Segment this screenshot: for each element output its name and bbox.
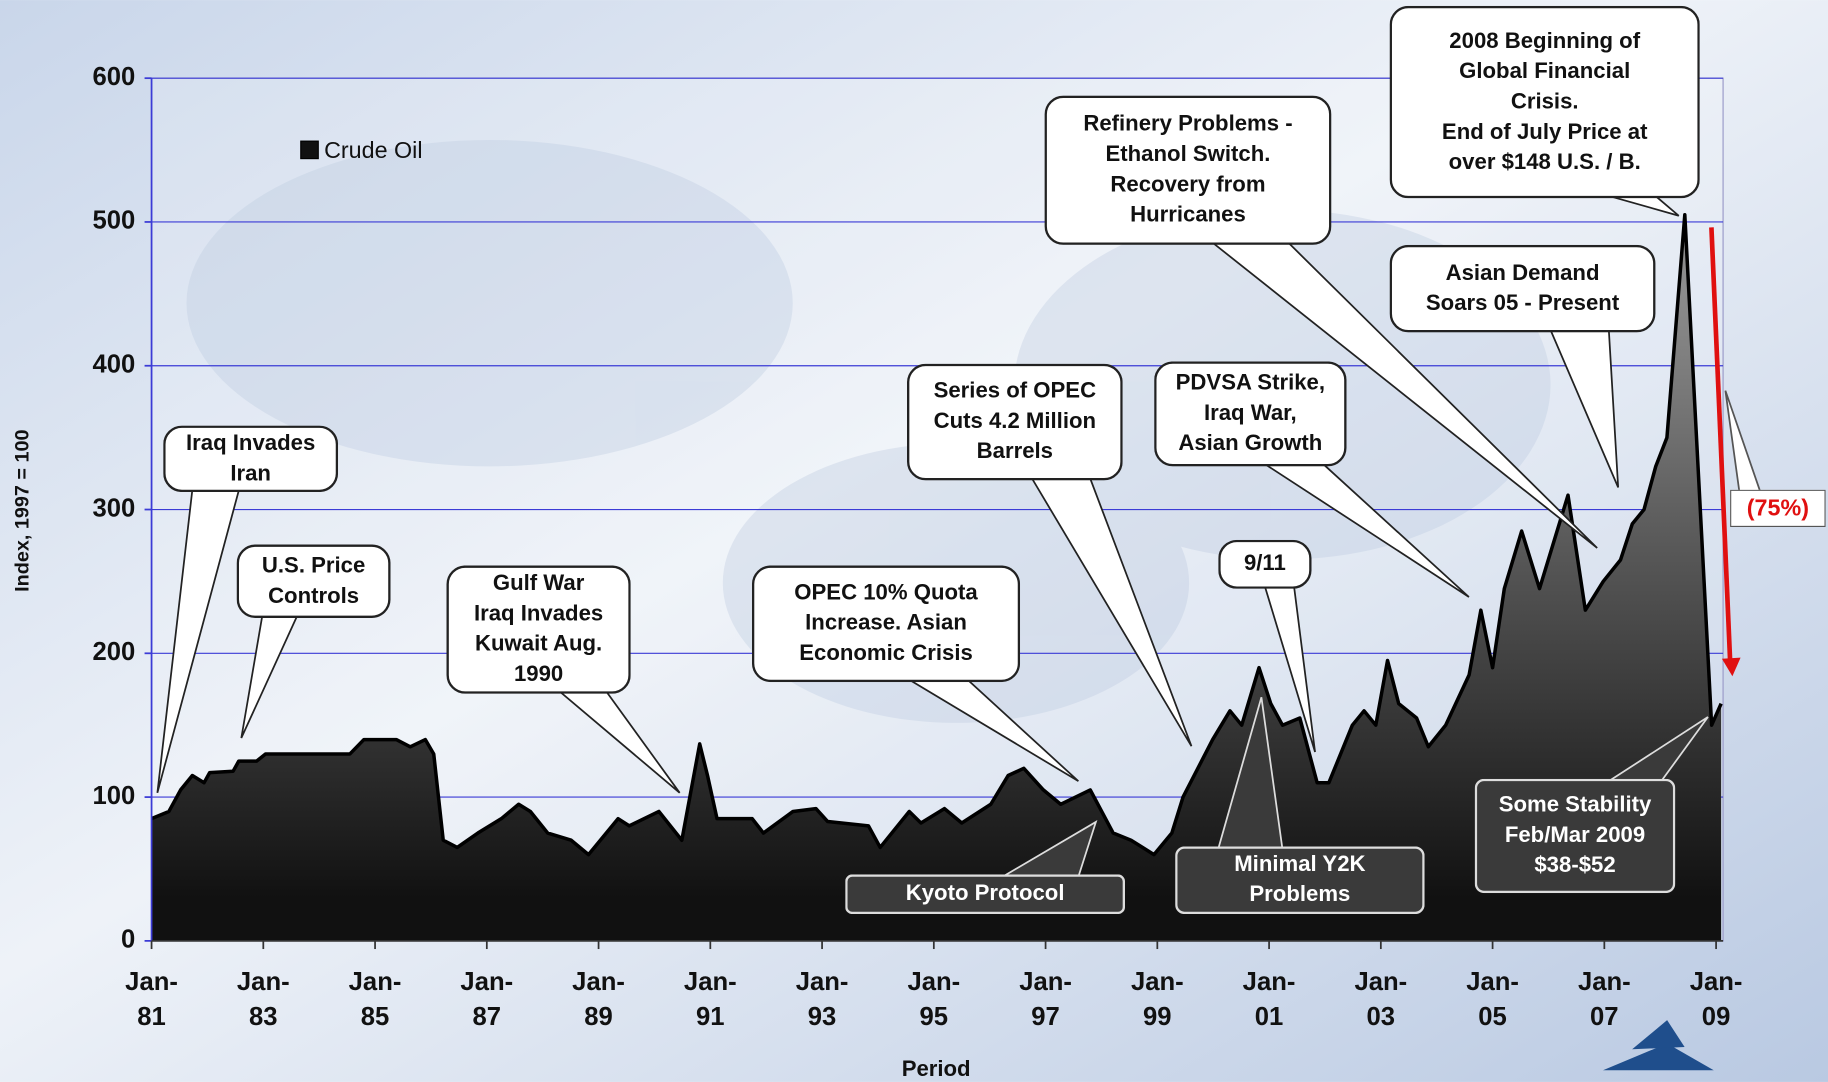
y-tick-label: 400 <box>92 351 135 379</box>
x-tick: Jan- 05 <box>1466 966 1519 1031</box>
decline-arrowhead <box>1721 657 1741 677</box>
x-tick-label: Jan- 93 <box>795 966 849 1031</box>
x-tick-label: Jan- 03 <box>1354 966 1408 1031</box>
area-line <box>150 213 1723 857</box>
x-tick: Jan- 95 <box>907 966 961 1031</box>
x-tick-label: Jan- 89 <box>572 966 625 1031</box>
x-tick: Jan- 97 <box>1019 966 1072 1031</box>
callout-text: Asian Demand Soars 05 - Present <box>1389 244 1656 333</box>
x-tick: Jan- 09 <box>1689 966 1743 1031</box>
x-tick-label: Jan- 05 <box>1466 966 1519 1031</box>
y-tick-label: 0 <box>121 926 135 954</box>
x-tick-label: Jan- 85 <box>348 966 402 1031</box>
callout: Asian Demand Soars 05 - Present <box>1389 244 1656 333</box>
logo-shape <box>1602 1043 1714 1071</box>
x-tick: Jan- 03 <box>1354 966 1408 1031</box>
x-tick: Jan- 01 <box>1242 966 1296 1031</box>
callout: 2008 Beginning of Global Financial Crisi… <box>1389 5 1700 199</box>
x-tick: Jan- 99 <box>1130 966 1184 1031</box>
x-tick-label: Jan- 95 <box>907 966 961 1031</box>
callout-text: Kyoto Protocol <box>845 874 1126 915</box>
x-tick: Jan- 93 <box>795 966 849 1031</box>
callout-text: Iraq Invades Iran <box>163 425 339 493</box>
logo <box>1602 1020 1714 1071</box>
callout: Iraq Invades Iran <box>163 425 339 493</box>
x-tick-label: Jan- 87 <box>460 966 514 1031</box>
callout-text: Refinery Problems - Ethanol Switch. Reco… <box>1044 95 1332 245</box>
x-tick: Jan- 87 <box>460 966 514 1031</box>
y-tick-label: 100 <box>92 782 135 810</box>
callout: (75%) <box>1730 489 1826 528</box>
logo-shape <box>1632 1020 1685 1050</box>
callout: 9/11 <box>1218 539 1312 589</box>
x-tick-label: Jan- 83 <box>236 966 290 1031</box>
callout: Series of OPEC Cuts 4.2 Million Barrels <box>907 363 1123 481</box>
y-axis-title: Index, 1997 = 100 <box>12 430 34 592</box>
legend-label: Crude Oil <box>324 137 422 163</box>
callout-text: Minimal Y2K Problems <box>1175 846 1425 915</box>
x-tick: Jan- 91 <box>683 966 737 1031</box>
callout-tails <box>156 195 1762 878</box>
x-tick-label: Jan- 91 <box>683 966 737 1031</box>
callout: OPEC 10% Quota Increase. Asian Economic … <box>751 565 1021 683</box>
x-tick-label: Jan- 01 <box>1242 966 1296 1031</box>
callout-text: OPEC 10% Quota Increase. Asian Economic … <box>751 565 1021 683</box>
y-tick-label: 500 <box>92 207 135 235</box>
callout-text: Series of OPEC Cuts 4.2 Million Barrels <box>907 363 1123 481</box>
callout: Gulf War Iraq Invades Kuwait Aug. 1990 <box>446 565 631 694</box>
callout-text: Gulf War Iraq Invades Kuwait Aug. 1990 <box>446 565 631 694</box>
callout-text: 9/11 <box>1218 539 1312 589</box>
x-tick: Jan- 83 <box>236 966 290 1031</box>
legend-swatch <box>300 140 319 160</box>
callout-text: (75%) <box>1730 489 1826 528</box>
decline-arrow <box>1709 227 1733 661</box>
callout: Some Stability Feb/Mar 2009 $38-$52 <box>1474 778 1676 894</box>
callout: PDVSA Strike, Iraq War, Asian Growth <box>1154 361 1347 467</box>
callout: U.S. Price Controls <box>236 544 391 618</box>
x-tick-label: Jan- 99 <box>1130 966 1184 1031</box>
callout-text: U.S. Price Controls <box>236 544 391 618</box>
callout-text: PDVSA Strike, Iraq War, Asian Growth <box>1154 361 1347 467</box>
callout-text: Some Stability Feb/Mar 2009 $38-$52 <box>1474 778 1676 894</box>
x-tick: Jan- 85 <box>348 966 402 1031</box>
x-tick-label: Jan- 09 <box>1689 966 1743 1031</box>
x-axis-title: Period <box>902 1056 971 1081</box>
x-tick-label: Jan- 07 <box>1577 966 1631 1031</box>
axes: 0 100 200 300 400 500 600 Jan- 81 Jan- 83 Jan- 85… <box>92 63 1743 1031</box>
callout: Kyoto Protocol <box>845 874 1126 915</box>
callout: Minimal Y2K Problems <box>1175 846 1425 915</box>
y-tick-label: 300 <box>92 494 135 522</box>
callout-text: 2008 Beginning of Global Financial Crisi… <box>1389 5 1700 199</box>
x-tick: Jan- 81 <box>125 966 178 1031</box>
x-tick-label: Jan- 97 <box>1019 966 1072 1031</box>
x-tick: Jan- 89 <box>572 966 625 1031</box>
x-tick: Jan- 07 <box>1577 966 1631 1031</box>
y-tick-label: 200 <box>92 638 135 666</box>
y-tick-label: 600 <box>92 63 135 91</box>
callout: Refinery Problems - Ethanol Switch. Reco… <box>1044 95 1332 245</box>
x-tick-label: Jan- 81 <box>125 966 178 1031</box>
